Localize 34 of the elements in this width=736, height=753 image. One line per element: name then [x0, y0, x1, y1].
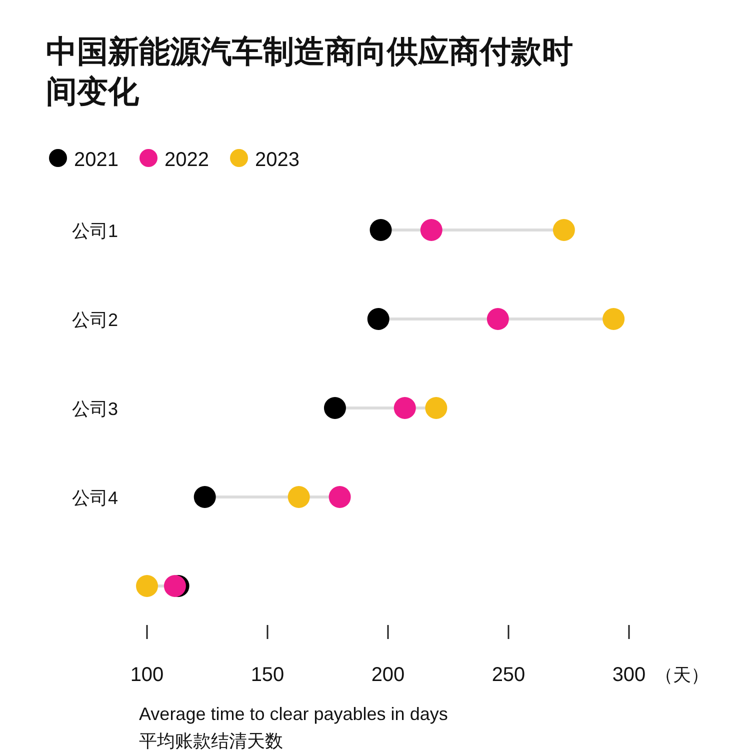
x-tick-label: 300	[612, 664, 646, 686]
legend-label: 2021	[74, 149, 118, 171]
point	[552, 219, 575, 241]
point	[324, 397, 346, 419]
x-tick: 300	[612, 625, 646, 686]
y-tick-label: 公司2	[72, 310, 118, 330]
text: （天）	[655, 665, 709, 685]
x-tick: 100	[130, 625, 164, 686]
x-tick-label: 100	[130, 664, 164, 686]
x-tick: 250	[492, 625, 526, 686]
point	[394, 397, 416, 419]
point	[425, 397, 448, 419]
x-tick-label: 250	[492, 664, 526, 686]
point	[370, 219, 392, 241]
legend-label: 2023	[255, 149, 300, 171]
x-tick: 150	[250, 625, 284, 686]
point	[164, 575, 186, 597]
x-tick-label: 200	[371, 664, 405, 686]
y-tick-label: 公司3	[72, 399, 118, 419]
point	[288, 486, 310, 508]
chart-title: 中国新能源汽车制造商向供应商付款时间变化	[46, 34, 573, 109]
point	[194, 486, 216, 508]
x-tick: 200	[371, 625, 405, 686]
point	[420, 219, 442, 241]
y-tick-label: 公司4	[72, 488, 118, 508]
y-tick-label: 公司1	[72, 221, 118, 241]
legend-label: 2022	[164, 149, 209, 171]
point	[136, 575, 158, 597]
point	[486, 308, 509, 330]
x-tick-label: 150	[250, 664, 284, 686]
point	[602, 308, 625, 330]
point	[328, 486, 351, 508]
point	[367, 308, 390, 330]
x-axis-title: Average time to clear payables in days 平均账款结清天数	[139, 704, 448, 751]
